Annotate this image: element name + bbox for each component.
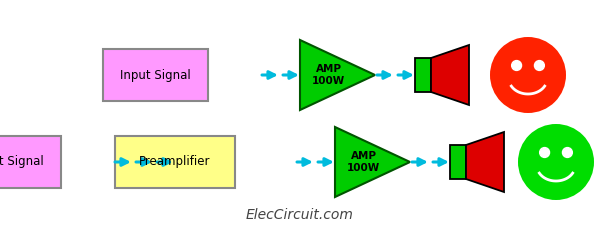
Polygon shape (431, 45, 469, 105)
FancyBboxPatch shape (450, 145, 466, 179)
Circle shape (518, 124, 594, 200)
FancyBboxPatch shape (103, 49, 208, 101)
Circle shape (512, 61, 521, 70)
Text: Preamplifier: Preamplifier (139, 155, 211, 168)
FancyBboxPatch shape (415, 58, 431, 92)
Circle shape (539, 148, 550, 158)
Text: Input Signal: Input Signal (0, 155, 43, 168)
Text: AMP
100W: AMP 100W (347, 151, 380, 173)
Circle shape (562, 148, 572, 158)
Text: AMP
100W: AMP 100W (312, 64, 345, 86)
Polygon shape (335, 127, 410, 197)
FancyBboxPatch shape (115, 136, 235, 188)
FancyBboxPatch shape (0, 136, 61, 188)
Circle shape (490, 37, 566, 113)
Text: ElecCircuit.com: ElecCircuit.com (246, 208, 354, 222)
Polygon shape (466, 132, 504, 192)
Polygon shape (300, 40, 375, 110)
Circle shape (535, 61, 544, 70)
Text: Input Signal: Input Signal (119, 69, 190, 82)
